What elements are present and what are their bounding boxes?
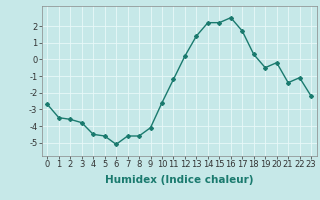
X-axis label: Humidex (Indice chaleur): Humidex (Indice chaleur) [105,175,253,185]
